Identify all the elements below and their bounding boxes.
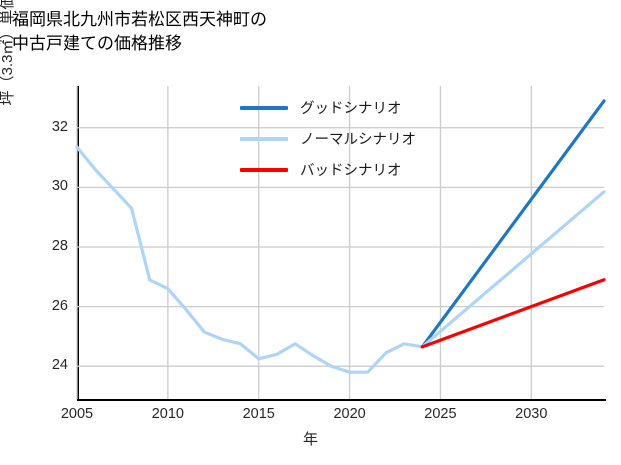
- x-tick-label: 2020: [333, 406, 366, 422]
- y-tick-label: 30: [51, 178, 68, 195]
- x-tick-label: 2030: [515, 406, 548, 422]
- legend-item-good[interactable]: グッドシナリオ: [240, 92, 490, 123]
- chart-legend: グッドシナリオ ノーマルシナリオ バッドシナリオ: [240, 92, 490, 185]
- legend-label-normal: ノーマルシナリオ: [300, 132, 416, 148]
- y-axis-label: 坪（3.3㎡）単価（万円）: [0, 0, 16, 106]
- y-tick-label: 32: [51, 118, 68, 135]
- y-tick-label: 26: [51, 297, 68, 314]
- x-tick-label: 2010: [151, 406, 184, 422]
- legend-label-good: グッドシナリオ: [300, 101, 402, 117]
- legend-swatch-good-icon: [240, 105, 288, 110]
- legend-item-bad[interactable]: バッドシナリオ: [240, 154, 490, 185]
- legend-swatch-bad-icon: [240, 167, 288, 172]
- legend-item-normal[interactable]: ノーマルシナリオ: [240, 123, 490, 154]
- y-tick-label: 28: [51, 237, 68, 254]
- x-tick-label: 2025: [424, 406, 457, 422]
- x-tick-label: 2005: [60, 406, 94, 422]
- legend-label-bad: バッドシナリオ: [300, 163, 402, 179]
- x-tick-label: 2015: [242, 406, 275, 422]
- chart-title: 福岡県北九州市若松区西天神町の 中古戸建ての価格推移: [12, 10, 267, 54]
- x-axis-label: 年: [302, 431, 318, 448]
- y-tick-label: 24: [51, 357, 68, 374]
- legend-swatch-normal-icon: [240, 136, 288, 141]
